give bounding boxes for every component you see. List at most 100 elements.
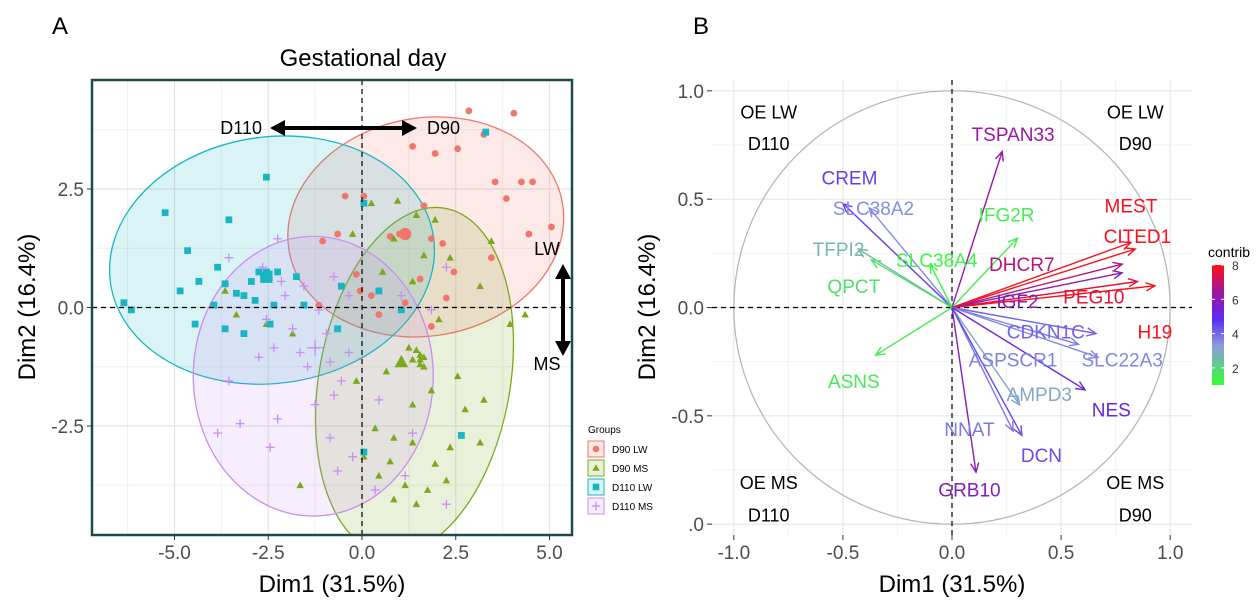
variable-label-qpct: QPCT [827, 277, 880, 298]
point-d90-ms [408, 355, 417, 363]
point-d110-ms [408, 428, 418, 438]
colorbar-tick-label: 6 [1232, 293, 1239, 307]
point-d90-ms [412, 346, 421, 354]
variable-label-grb10: GRB10 [938, 481, 1000, 502]
x-tick-label: -2.5 [252, 543, 285, 564]
arrow-head [874, 346, 886, 357]
point-d110-ms [329, 390, 339, 400]
point-d110-lw [221, 280, 229, 288]
d110-arrow-label: D110 [220, 118, 262, 138]
variable-label-slc38a2: SLC38A2 [833, 199, 914, 220]
arrow-head [1127, 278, 1140, 288]
panel-a-zero-lines [92, 80, 572, 535]
point-d110-ms [310, 400, 320, 410]
point-d110-ms [325, 357, 335, 367]
point-d90-lw [465, 107, 473, 115]
variable-label-nes: NES [1092, 400, 1131, 421]
point-d110-lw [225, 216, 233, 224]
point-d110-lw [266, 320, 274, 328]
point-d90-lw [454, 145, 462, 153]
arrow-head [841, 202, 853, 214]
centroid-d110-lw [260, 270, 273, 283]
point-d90-ms [408, 438, 417, 446]
point-d110-ms [426, 305, 436, 315]
point-d110-lw [337, 282, 345, 290]
y-tick-label: .0 [688, 515, 704, 536]
point-d90-ms [461, 405, 469, 413]
point-d90-lw [352, 270, 360, 278]
point-d110-lw [232, 289, 240, 297]
arrow-shaft [929, 263, 953, 308]
variable-label-cdkn1c: CDKN1C [1007, 322, 1085, 343]
panel-a-x-axis-label: Dim1 (31.5%) [259, 571, 406, 598]
point-d90-ms [435, 315, 443, 323]
point-d110-lw [184, 247, 192, 255]
arrow-slc22a3 [951, 306, 1100, 359]
variable-label-crem: CREM [821, 169, 877, 190]
point-d90-ms [453, 372, 462, 380]
variable-label-aspscr1: ASPSCR1 [969, 351, 1058, 372]
arrow-head [869, 258, 882, 269]
point-d110-lw [247, 278, 255, 285]
ellipse-d90-ms [314, 206, 515, 535]
ellipse-d110-ms [192, 235, 434, 517]
arrow-shaft [951, 307, 1014, 432]
centroid-d110-ms [307, 339, 324, 356]
point-d110-lw [334, 325, 342, 333]
legend-marker [591, 501, 601, 511]
panel-a-y-axis-label: Dim2 (16.4%) [14, 234, 41, 381]
arrow-shaft [951, 306, 1099, 358]
point-d110-lw [360, 448, 368, 456]
point-d110-lw [251, 296, 259, 304]
arrow-shaft [951, 306, 1097, 335]
arrow-shaft [951, 280, 1138, 309]
point-d110-ms [280, 291, 290, 301]
legend-label: D90 MS [612, 464, 648, 475]
arrow-ampd3 [951, 307, 1021, 407]
legend-marker [592, 464, 600, 471]
point-d90-ms [506, 320, 514, 327]
point-d90-lw [442, 294, 450, 302]
panel-b-x-axis-label: Dim1 (31.5%) [879, 571, 1026, 598]
arrow-head [1013, 425, 1023, 437]
panel-a-legend: Groups D90 LW D90 MS D110 LW D110 MS [587, 425, 653, 515]
point-d110-lw [191, 320, 199, 328]
arrow-shaft [951, 285, 1155, 309]
point-d110-ms [374, 395, 384, 405]
point-d110-ms [303, 362, 313, 372]
point-d90-ms [423, 486, 432, 493]
point-d110-ms [325, 433, 335, 443]
point-d110-lw [127, 306, 135, 314]
arrow-shaft [951, 248, 1136, 309]
point-d90-ms [232, 310, 241, 318]
panel-a-ellipses [108, 116, 565, 535]
arrow-dhcr7 [951, 261, 1124, 309]
point-d90-ms [367, 199, 376, 207]
arrow-shaft [951, 306, 1079, 346]
corner-label-bottom-left: OE MS [740, 473, 798, 493]
variable-label-nnat: NNAT [944, 420, 995, 441]
point-d110-lw [360, 199, 368, 207]
point-d110-ms [400, 471, 410, 481]
point-d90-ms [420, 251, 428, 259]
arrow-head [1112, 261, 1124, 271]
arrow-shaft [951, 307, 977, 473]
point-d90-ms [412, 500, 421, 508]
point-d90-lw [334, 230, 342, 238]
arrow-shaft [951, 237, 1018, 308]
point-d90-ms [405, 343, 413, 351]
panel-b-variable-arrows [841, 149, 1157, 474]
point-d90-lw [491, 178, 499, 186]
panel-b-label: B [693, 13, 709, 40]
point-d90-lw [450, 268, 458, 276]
point-d110-ms [299, 281, 309, 291]
arrow-head [1086, 327, 1098, 337]
point-d90-ms [446, 253, 454, 261]
point-d110-lw [292, 273, 300, 281]
arrow-head [970, 462, 980, 474]
point-d90-lw [367, 292, 375, 300]
point-d90-lw [487, 254, 495, 262]
panel-b-y-axis-label: Dim2 (16.4%) [634, 234, 661, 381]
point-d90-ms [375, 471, 383, 479]
point-d90-ms [420, 362, 428, 370]
